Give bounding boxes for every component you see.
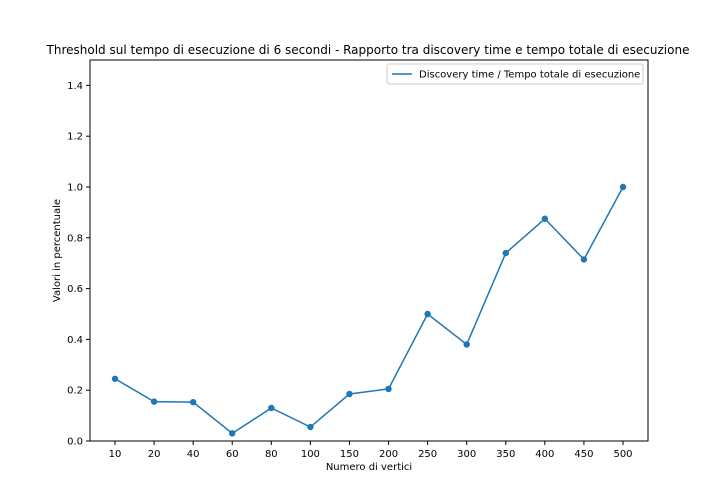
y-tick-label: 0.8 bbox=[67, 233, 83, 244]
data-point bbox=[346, 390, 353, 398]
data-point bbox=[580, 256, 588, 263]
x-tick-label: 150 bbox=[340, 449, 359, 460]
x-tick-label: 450 bbox=[574, 449, 593, 460]
x-tick-label: 400 bbox=[535, 449, 554, 460]
x-tick-label: 100 bbox=[301, 449, 320, 460]
x-tick-label: 250 bbox=[418, 449, 437, 460]
data-point bbox=[150, 398, 158, 405]
y-tick-label: 1.4 bbox=[67, 81, 83, 92]
x-axis-ticks: 10 20 40 60 80 100 150 200 250 300 350 400 450 500 bbox=[109, 441, 633, 460]
data-point bbox=[385, 385, 392, 393]
data-point bbox=[541, 215, 549, 222]
x-axis-label: Numero di vertici bbox=[326, 462, 412, 473]
y-tick-label: 0.6 bbox=[67, 284, 83, 295]
y-tick-label: 0.2 bbox=[67, 386, 83, 397]
x-tick-label: 500 bbox=[613, 449, 632, 460]
x-tick-label: 350 bbox=[496, 449, 515, 460]
series-group bbox=[111, 183, 627, 437]
y-axis-ticks: 0.0 0.2 0.4 0.6 0.8 1.0 1.2 1.4 bbox=[67, 81, 90, 448]
data-point bbox=[463, 341, 470, 348]
plot-frame bbox=[89, 59, 649, 442]
y-axis-label: Valori in percentuale bbox=[52, 199, 63, 302]
x-tick-label: 80 bbox=[265, 449, 278, 460]
data-point bbox=[268, 404, 275, 412]
y-tick-label: 0.0 bbox=[67, 437, 83, 448]
data-point bbox=[619, 183, 627, 191]
x-tick-label: 10 bbox=[109, 449, 122, 460]
data-point bbox=[502, 249, 509, 257]
legend-label: Discovery time / Tempo totale di esecuzi… bbox=[419, 70, 640, 81]
data-point bbox=[424, 310, 431, 318]
legend: Discovery time / Tempo totale di esecuzi… bbox=[386, 63, 644, 85]
data-point bbox=[111, 375, 119, 382]
plot-area bbox=[89, 59, 649, 442]
chart-title: Threshold sul tempo di esecuzione di 6 s… bbox=[46, 43, 690, 57]
data-point bbox=[307, 423, 314, 431]
data-point bbox=[229, 430, 236, 437]
data-point bbox=[189, 398, 197, 406]
y-tick-label: 1.0 bbox=[67, 183, 83, 194]
x-tick-label: 300 bbox=[457, 449, 476, 460]
y-tick-label: 1.2 bbox=[67, 132, 83, 143]
x-tick-label: 20 bbox=[148, 449, 161, 460]
x-tick-label: 40 bbox=[187, 449, 200, 460]
series-line bbox=[114, 186, 624, 435]
y-tick-label: 0.4 bbox=[67, 335, 83, 346]
x-tick-label: 200 bbox=[379, 449, 398, 460]
legend-box bbox=[386, 63, 644, 85]
x-tick-label: 60 bbox=[226, 449, 239, 460]
